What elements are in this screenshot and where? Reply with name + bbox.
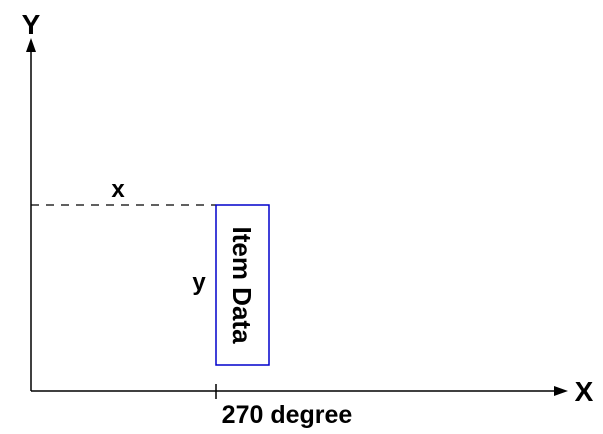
item-data-label: Item Data (227, 226, 257, 344)
y-axis-label: Y (22, 9, 41, 40)
x-axis-arrowhead (554, 386, 568, 396)
item-box (215, 204, 270, 366)
y-axis-arrowhead (26, 38, 36, 52)
y-offset-label: y (192, 269, 206, 296)
x-offset-label: x (111, 176, 125, 203)
rotation-caption: 270 degree (222, 401, 353, 429)
x-axis-label: X (575, 376, 594, 407)
